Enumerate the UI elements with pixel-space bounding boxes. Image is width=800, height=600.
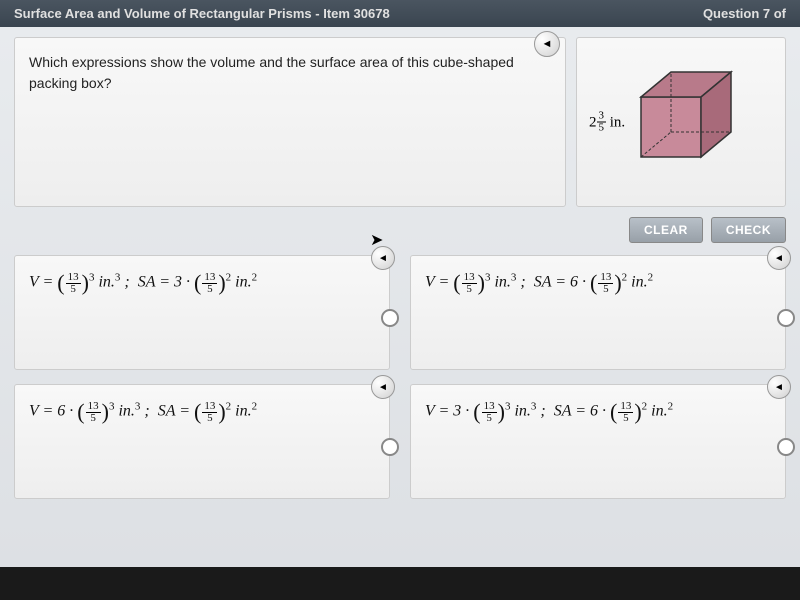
speaker-icon[interactable]: ◄: [534, 31, 560, 57]
answer-option-c[interactable]: ◄ V = 6 · (135)3 in.3 ; SA = (135)2 in.2: [14, 384, 390, 499]
question-number: Question 7 of: [703, 6, 786, 21]
answer-formula: V = (135)3 in.3 ; SA = 6 · (135)2 in.2: [425, 270, 653, 296]
answer-option-a[interactable]: ◄ V = (135)3 in.3 ; SA = 3 · (135)2 in.2: [14, 255, 390, 370]
clear-button[interactable]: CLEAR: [629, 217, 703, 243]
radio-button[interactable]: [381, 309, 399, 327]
cursor-icon: ➤: [370, 230, 383, 250]
cube-diagram: [611, 57, 751, 187]
question-text-box: Which expressions show the volume and th…: [14, 37, 566, 207]
cube-edge-label: 235 in.: [589, 111, 625, 134]
item-title: Surface Area and Volume of Rectangular P…: [14, 6, 390, 21]
check-button[interactable]: CHECK: [711, 217, 786, 243]
radio-button[interactable]: [381, 438, 399, 456]
content-area: ◄ Which expressions show the volume and …: [0, 27, 800, 567]
answer-option-b[interactable]: ◄ V = (135)3 in.3 ; SA = 6 · (135)2 in.2: [410, 255, 786, 370]
speaker-icon[interactable]: ◄: [767, 375, 791, 399]
figure-box: 235 in.: [576, 37, 786, 207]
action-buttons: CLEAR CHECK: [14, 217, 786, 243]
question-row: ◄ Which expressions show the volume and …: [14, 37, 786, 207]
answer-formula: V = (135)3 in.3 ; SA = 3 · (135)2 in.2: [29, 270, 257, 296]
header-bar: Surface Area and Volume of Rectangular P…: [0, 0, 800, 27]
answer-formula: V = 6 · (135)3 in.3 ; SA = (135)2 in.2: [29, 399, 257, 425]
answer-option-d[interactable]: ◄ V = 3 · (135)3 in.3 ; SA = 6 · (135)2 …: [410, 384, 786, 499]
question-text: Which expressions show the volume and th…: [29, 54, 514, 91]
answer-grid: ◄ V = (135)3 in.3 ; SA = 3 · (135)2 in.2…: [14, 255, 786, 499]
radio-button[interactable]: [777, 309, 795, 327]
answer-formula: V = 3 · (135)3 in.3 ; SA = 6 · (135)2 in…: [425, 399, 673, 425]
speaker-icon[interactable]: ◄: [767, 246, 791, 270]
radio-button[interactable]: [777, 438, 795, 456]
speaker-icon[interactable]: ◄: [371, 375, 395, 399]
